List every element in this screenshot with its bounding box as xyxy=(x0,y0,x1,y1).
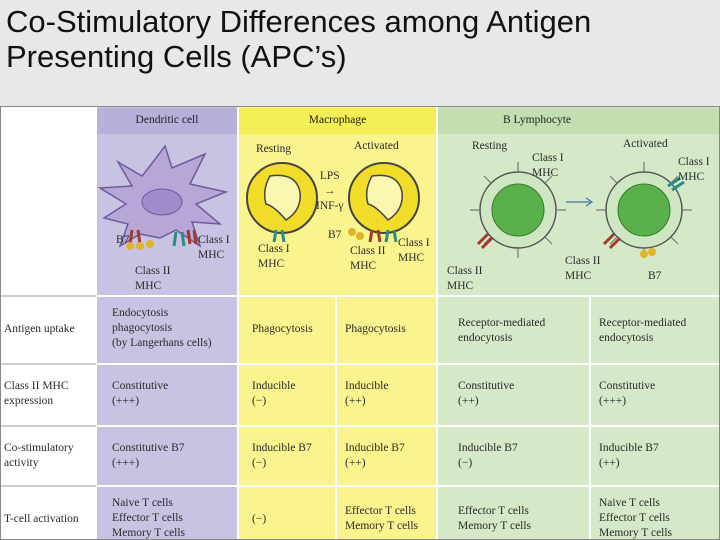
macrophage-resting-label: Resting xyxy=(256,143,292,155)
cell-mac-activated-tcell-activation: Effector T cells Memory T cells xyxy=(345,505,419,532)
row-label-antigen-uptake: Antigen uptake xyxy=(4,323,75,335)
cell-b-activated-class2-expression: Constitutive (+++) xyxy=(599,380,656,407)
cell-b-activated-tcell-activation: Naive T cells Effector T cells Memory T … xyxy=(599,497,673,539)
bcell-resting-icon xyxy=(470,162,566,258)
macrophage-activated-class1-label: Class I MHC xyxy=(398,237,430,264)
cell-b-resting-class2-expression: Constitutive (++) xyxy=(458,380,515,407)
bcell-column-bg xyxy=(437,106,720,540)
cell-mac-resting-antigen-uptake: Phagocytosis xyxy=(252,323,313,335)
cell-dendritic-costimulatory: Constitutive B7 (+++) xyxy=(112,442,185,469)
row-label-class2-expression: Class II MHC expression xyxy=(4,380,69,407)
macrophage-stimulus-label: LPS → INF-γ xyxy=(316,170,344,212)
macrophage-class1-label: Class I MHC xyxy=(258,243,290,270)
cell-mac-resting-costimulatory: Inducible B7 (−) xyxy=(252,442,312,469)
bcell-header-bg xyxy=(437,108,720,134)
macrophage-column-header: Macrophage xyxy=(308,114,367,126)
bcell-b7-label: B7 xyxy=(648,270,662,282)
dendritic-class1-label: Class I MHC xyxy=(198,234,230,261)
dendritic-cell-icon xyxy=(97,144,229,250)
bcell-class1-label: Class I MHC xyxy=(532,152,564,179)
macrophage-b7-label: B7 xyxy=(328,229,342,241)
cell-mac-resting-class2-expression: Inducible (−) xyxy=(252,380,296,407)
slide-title: Co-Stimulatory Differences among Antigen… xyxy=(6,4,592,74)
macrophage-header-bg xyxy=(238,108,437,134)
cell-b-activated-costimulatory: Inducible B7 (++) xyxy=(599,442,659,469)
dendritic-header-bg xyxy=(96,108,238,134)
bcell-activation-arrow xyxy=(566,197,594,207)
cell-dendritic-antigen-uptake: Endocytosis phagocytosis (by Langerhans … xyxy=(112,307,212,349)
cell-b-resting-tcell-activation: Effector T cells Memory T cells xyxy=(458,505,532,532)
macrophage-class2-label: Class II MHC xyxy=(350,245,386,272)
bcell-activated-class1-label: Class I MHC xyxy=(678,156,710,183)
bcell-column-header: B Lymphocyte xyxy=(502,114,572,126)
dendritic-column-header: Dendritic cell xyxy=(135,114,199,126)
macrophage-activated-icon xyxy=(348,162,420,243)
bcell-activated-label: Activated xyxy=(623,138,668,150)
grid-lines xyxy=(0,106,720,540)
cell-b-resting-costimulatory: Inducible B7 (−) xyxy=(458,442,518,469)
cell-b-activated-antigen-uptake: Receptor-mediated endocytosis xyxy=(599,317,687,344)
bcell-class2-label: Class II MHC xyxy=(447,265,483,292)
macrophage-resting-icon xyxy=(246,162,318,234)
cell-mac-activated-class2-expression: Inducible (++) xyxy=(345,380,389,407)
macrophage-activated-label: Activated xyxy=(354,140,399,152)
cell-dendritic-tcell-activation: Naive T cells Effector T cells Memory T … xyxy=(112,497,186,539)
bcell-activated-class2-label: Class II MHC xyxy=(565,255,601,282)
cell-mac-activated-costimulatory: Inducible B7 (++) xyxy=(345,442,405,469)
macrophage-class1-marker xyxy=(272,229,286,243)
bcell-resting-label: Resting xyxy=(472,140,508,152)
dendritic-b7-label: B7 xyxy=(116,234,130,246)
figure-graphics xyxy=(0,106,720,540)
cell-mac-activated-antigen-uptake: Phagocytosis xyxy=(345,323,406,335)
row-label-costimulatory: Co-stimulatory activity xyxy=(4,442,74,469)
row-label-tcell-activation: T-cell activation xyxy=(4,513,79,525)
cell-b-resting-antigen-uptake: Receptor-mediated endocytosis xyxy=(458,317,546,344)
cell-dendritic-class2-expression: Constitutive (+++) xyxy=(112,380,169,407)
bcell-activated-icon xyxy=(596,162,692,258)
apc-comparison-figure: Dendritic cell Macrophage B Lymphocyte B… xyxy=(0,106,720,540)
dendritic-class2-label: Class II MHC xyxy=(135,265,171,292)
cell-mac-resting-tcell-activation: (−) xyxy=(252,513,267,525)
